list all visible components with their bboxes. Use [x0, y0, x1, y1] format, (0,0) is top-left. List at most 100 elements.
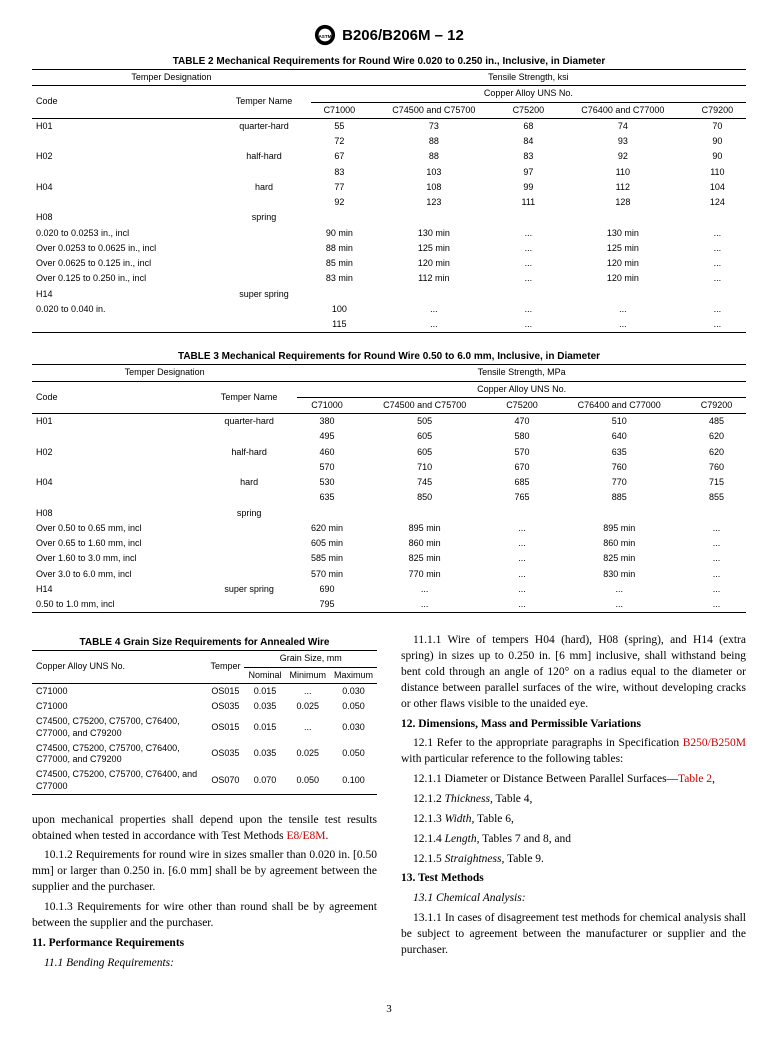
- cell-value: 670: [493, 460, 552, 475]
- cell-nominal: 0.035: [244, 741, 285, 768]
- cell-code: [32, 134, 217, 149]
- cell-alloy: C71000: [32, 683, 206, 699]
- t2-alloy-0: C71000: [311, 102, 368, 118]
- table-row: 8310397110110: [32, 165, 746, 180]
- p-12-1-3: 12.1.3 Width, Table 6,: [401, 812, 746, 828]
- table-row: 0.020 to 0.040 in.100............: [32, 302, 746, 317]
- cell-value: 850: [357, 490, 493, 505]
- cell-value: ...: [493, 597, 552, 613]
- cell-tempername: [217, 226, 310, 241]
- cell-tempername: [201, 490, 297, 505]
- cell-value: 635: [297, 490, 357, 505]
- cell-value: 495: [297, 429, 357, 444]
- cell-value: [368, 210, 500, 225]
- cell-value: 605 min: [297, 536, 357, 551]
- cell-code: [32, 460, 201, 475]
- table-row: 0.50 to 1.0 mm, incl795............: [32, 597, 746, 613]
- cell-code: [32, 317, 217, 333]
- cell-value: 74: [557, 118, 689, 134]
- doc-code: B206/B206M – 12: [342, 27, 464, 44]
- table-row: Over 0.125 to 0.250 in., incl83 min112 m…: [32, 271, 746, 286]
- cell-value: 765: [493, 490, 552, 505]
- cell-max: 0.100: [330, 767, 377, 794]
- cell-value: 770 min: [357, 567, 493, 582]
- p-12-1-1: 12.1.1 Diameter or Distance Between Para…: [401, 772, 746, 788]
- cell-temper: OS035: [206, 699, 244, 714]
- cell-value: 710: [357, 460, 493, 475]
- cell-value: 84: [500, 134, 557, 149]
- cell-value: 83 min: [311, 271, 368, 286]
- link-e8-e8m[interactable]: E8/E8M: [286, 830, 325, 842]
- p-13-1-1: 13.1.1 In cases of disagreement test met…: [401, 911, 746, 959]
- cell-code: 0.020 to 0.0253 in., incl: [32, 226, 217, 241]
- cell-min: ...: [285, 683, 330, 699]
- t3-alloy-0: C71000: [297, 397, 357, 413]
- cell-alloy: C74500, C75200, C75700, C76400, and C770…: [32, 767, 206, 794]
- cell-temper: OS070: [206, 767, 244, 794]
- p-13-1: 13.1 Chemical Analysis:: [401, 891, 746, 907]
- t2-alloy-4: C79200: [689, 102, 746, 118]
- table2-title: TABLE 2 Mechanical Requirements for Roun…: [32, 56, 746, 67]
- cell-value: 125 min: [368, 241, 500, 256]
- table-row: H01quarter-hard380505470510485: [32, 414, 746, 430]
- cell-value: ...: [500, 302, 557, 317]
- cell-value: 85 min: [311, 256, 368, 271]
- cell-max: 0.030: [330, 683, 377, 699]
- cell-value: [689, 210, 746, 225]
- cell-tempername: [217, 302, 310, 317]
- cell-value: [493, 506, 552, 521]
- cell-value: 67: [311, 149, 368, 164]
- svg-text:ASTM: ASTM: [319, 34, 332, 39]
- cell-value: 620: [687, 445, 746, 460]
- link-table2[interactable]: Table 2: [678, 773, 712, 785]
- cell-value: 130 min: [368, 226, 500, 241]
- table-row: H04hard530745685770715: [32, 475, 746, 490]
- cell-value: 580: [493, 429, 552, 444]
- t2-alloy-1: C74500 and C75700: [368, 102, 500, 118]
- cell-value: 72: [311, 134, 368, 149]
- t3-alloy-2: C75200: [493, 397, 552, 413]
- cell-value: 505: [357, 414, 493, 430]
- cell-value: 110: [689, 165, 746, 180]
- table-row: H04hard7710899112104: [32, 180, 746, 195]
- cell-value: 110: [557, 165, 689, 180]
- cell-value: ...: [493, 521, 552, 536]
- cell-value: 103: [368, 165, 500, 180]
- cell-code: H08: [32, 506, 201, 521]
- cell-value: [357, 506, 493, 521]
- cell-value: ...: [551, 582, 687, 597]
- cell-value: 130 min: [557, 226, 689, 241]
- cell-value: 640: [551, 429, 687, 444]
- cell-value: 68: [500, 118, 557, 134]
- cell-value: 100: [311, 302, 368, 317]
- table-row: 570710670760760: [32, 460, 746, 475]
- cell-value: [551, 506, 687, 521]
- cell-tempername: half-hard: [201, 445, 297, 460]
- cell-value: [297, 506, 357, 521]
- table-row: Over 0.65 to 1.60 mm, incl605 min860 min…: [32, 536, 746, 551]
- link-b250[interactable]: B250/B250M: [683, 737, 746, 749]
- cell-value: 510: [551, 414, 687, 430]
- t3-temper-hdr: Temper Designation: [32, 365, 297, 381]
- cell-code: Over 3.0 to 6.0 mm, incl: [32, 567, 201, 582]
- table-row: H14super spring: [32, 287, 746, 302]
- cell-value: 485: [687, 414, 746, 430]
- doc-header: ASTM B206/B206M – 12: [32, 24, 746, 46]
- cell-tempername: hard: [217, 180, 310, 195]
- table-row: H01quarter-hard5573687470: [32, 118, 746, 134]
- cell-value: 83: [311, 165, 368, 180]
- cell-value: 830 min: [551, 567, 687, 582]
- sec-12: 12. Dimensions, Mass and Permissible Var…: [401, 717, 746, 733]
- cell-value: 73: [368, 118, 500, 134]
- t3-tensile-hdr: Tensile Strength, MPa: [297, 365, 746, 381]
- table-row: Over 3.0 to 6.0 mm, incl570 min770 min..…: [32, 567, 746, 582]
- cell-value: ...: [357, 582, 493, 597]
- t3-alloy-1: C74500 and C75700: [357, 397, 493, 413]
- cell-value: [500, 287, 557, 302]
- sec-11: 11. Performance Requirements: [32, 936, 377, 952]
- table4: Copper Alloy UNS No. Temper Grain Size, …: [32, 650, 377, 795]
- table3: Temper Designation Tensile Strength, MPa…: [32, 364, 746, 613]
- cell-code: 0.020 to 0.040 in.: [32, 302, 217, 317]
- cell-value: ...: [500, 317, 557, 333]
- cell-value: 760: [551, 460, 687, 475]
